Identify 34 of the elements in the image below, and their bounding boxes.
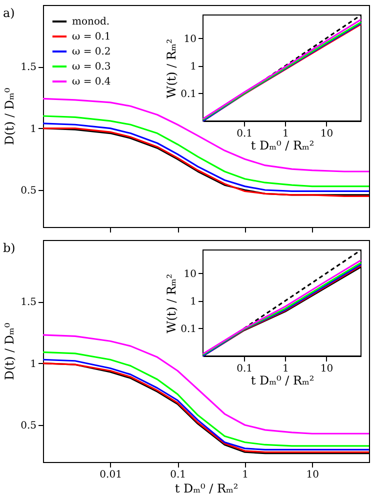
x-tick-label: 0.1: [236, 364, 253, 374]
x-tick-label: 10: [320, 128, 334, 140]
y-axis-title: D(t) / Dₘ⁰: [2, 322, 17, 380]
text: b): [3, 241, 16, 255]
x-axis-title: t Dₘ⁰ / Rₘ²: [250, 374, 314, 388]
y-tick-label: 1: [190, 296, 196, 308]
legend-label: ω = 0.4: [72, 76, 111, 88]
y-tick-label: 1.5: [20, 62, 36, 74]
x-tick-label: 10: [320, 364, 334, 374]
x-axis-title: t Dₘ⁰ / Rₘ²: [174, 482, 238, 496]
y-tick-label: 0.5: [20, 420, 36, 432]
y-tick-label: 10: [184, 34, 196, 45]
x-tick-label: 1: [282, 128, 289, 140]
y-axis-title: D(t) / Dₘ⁰: [2, 88, 17, 146]
y-tick-label: 0.5: [20, 186, 36, 196]
y-tick-label: 0.1: [180, 324, 196, 335]
y-axis-title: W(t) / Rₘ²: [164, 38, 179, 98]
legend-label: ω = 0.2: [72, 46, 111, 58]
y-axis-title: W(t) / Rₘ²: [164, 274, 179, 334]
text: a): [3, 6, 15, 20]
y-tick-label: 0.1: [180, 88, 196, 100]
y-tick-label: 1.5: [20, 297, 36, 308]
x-tick-label: 1: [242, 470, 249, 480]
y-tick-label: 10: [184, 268, 196, 280]
x-tick-label: 0.1: [236, 128, 253, 140]
x-tick-label: 10: [306, 470, 320, 480]
x-tick-label: 1: [282, 364, 289, 374]
x-axis-title: t Dₘ⁰ / Rₘ²: [250, 138, 314, 152]
x-tick-label: 0.01: [100, 470, 122, 480]
legend-label: monod.: [72, 16, 110, 28]
y-tick-label: 1: [190, 61, 196, 72]
x-tick-label: 0.1: [170, 470, 186, 480]
legend-label: ω = 0.3: [72, 62, 111, 72]
legend-label: ω = 0.1: [72, 32, 111, 42]
